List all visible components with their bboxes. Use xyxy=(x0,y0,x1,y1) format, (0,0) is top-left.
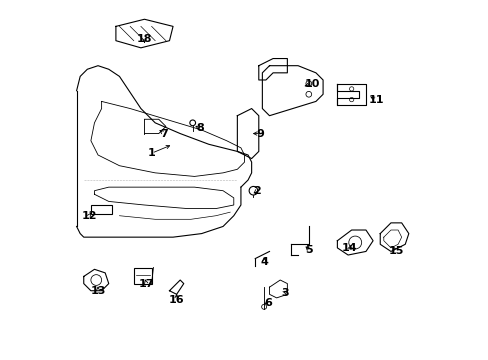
Text: 7: 7 xyxy=(160,129,168,139)
Text: 13: 13 xyxy=(90,286,105,296)
Text: 10: 10 xyxy=(304,78,320,89)
Text: 5: 5 xyxy=(305,245,312,255)
Text: 2: 2 xyxy=(253,186,260,196)
Text: 9: 9 xyxy=(256,129,264,139)
Text: 6: 6 xyxy=(263,298,271,308)
Text: 18: 18 xyxy=(137,34,152,44)
Text: 8: 8 xyxy=(196,123,203,133)
Text: 16: 16 xyxy=(168,295,184,305)
Text: 4: 4 xyxy=(260,257,267,267)
Text: 11: 11 xyxy=(368,95,384,105)
Text: 3: 3 xyxy=(281,288,289,297)
Text: 15: 15 xyxy=(388,247,403,256)
Text: 14: 14 xyxy=(342,243,357,253)
Text: 17: 17 xyxy=(138,279,154,289)
Text: 12: 12 xyxy=(81,211,97,221)
Text: 1: 1 xyxy=(147,148,155,158)
